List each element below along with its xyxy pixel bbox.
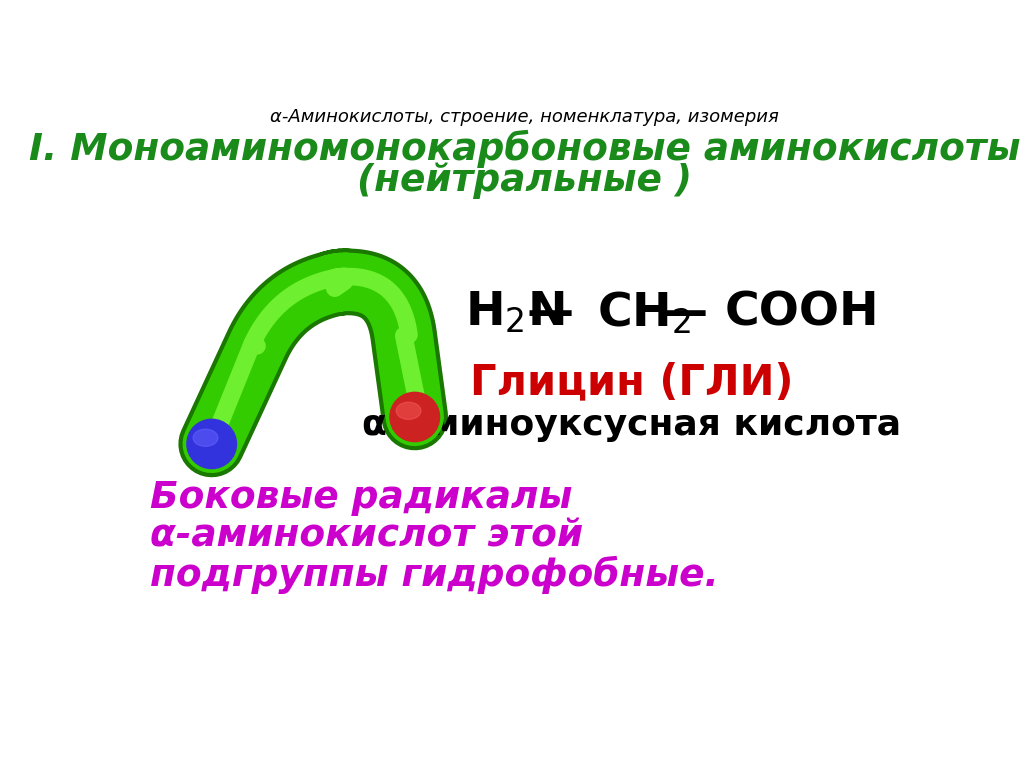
Text: —: — [660, 291, 708, 335]
Text: Боковые радикалы: Боковые радикалы [150, 480, 572, 516]
Ellipse shape [396, 402, 421, 420]
Text: Глицин (ГЛИ): Глицин (ГЛИ) [470, 361, 794, 403]
Text: подгруппы гидрофобные.: подгруппы гидрофобные. [150, 556, 719, 594]
Ellipse shape [194, 430, 218, 446]
Text: H$_2$N: H$_2$N [465, 290, 564, 336]
Text: α-аминокислот этой: α-аминокислот этой [150, 518, 583, 555]
Text: α-Аминоуксусная кислота: α-Аминоуксусная кислота [362, 408, 901, 442]
Text: α-Аминокислоты, строение, номенклатура, изомерия: α-Аминокислоты, строение, номенклатура, … [270, 107, 779, 126]
Text: I. Моноаминомонокарбоновые аминокислоты: I. Моноаминомонокарбоновые аминокислоты [29, 130, 1021, 168]
Text: (нейтральные ): (нейтральные ) [357, 163, 692, 199]
Ellipse shape [187, 420, 237, 469]
Text: CH$_2$: CH$_2$ [597, 290, 691, 336]
Ellipse shape [390, 393, 439, 442]
Text: —: — [526, 291, 573, 335]
Text: COOH: COOH [725, 291, 880, 335]
